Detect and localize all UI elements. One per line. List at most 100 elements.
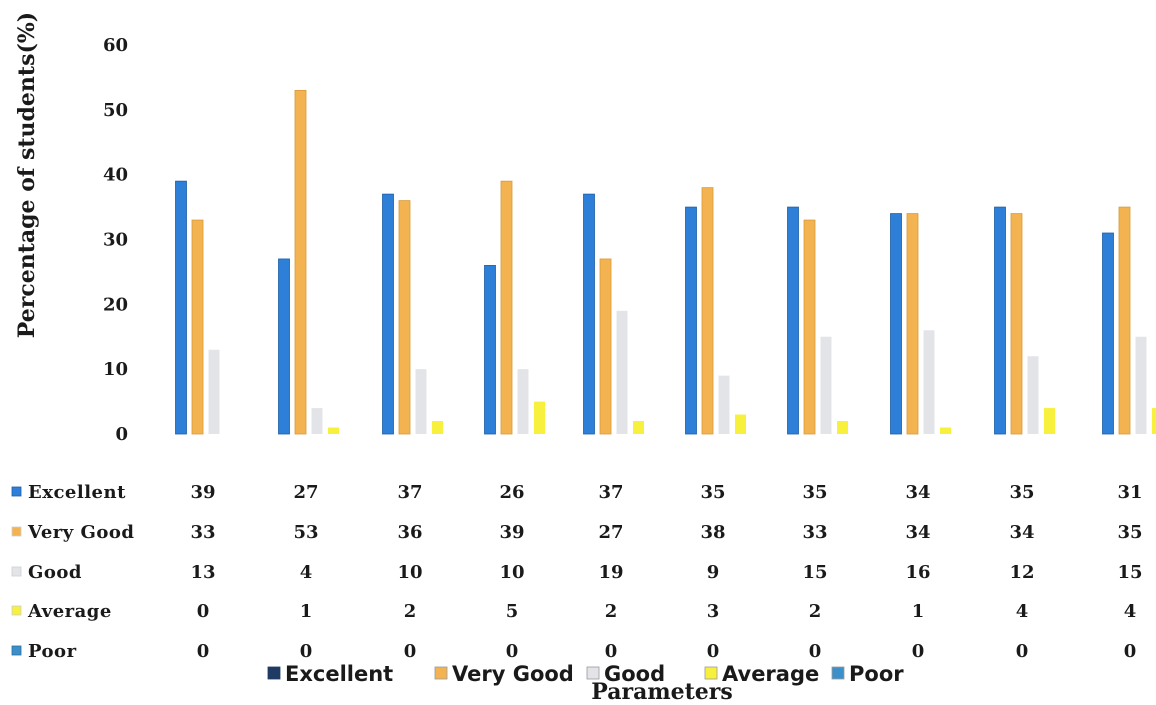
table-cell: 9 bbox=[707, 562, 720, 583]
table-cell: 13 bbox=[190, 562, 215, 583]
table-cell: 2 bbox=[404, 601, 417, 622]
bar-excellent bbox=[175, 180, 187, 435]
bar-excellent bbox=[484, 265, 496, 435]
table-cell: 4 bbox=[1124, 601, 1137, 622]
table-cell: 34 bbox=[905, 482, 930, 503]
bar-good bbox=[1135, 336, 1147, 434]
bar-average bbox=[940, 427, 951, 434]
table-cell: 3 bbox=[707, 601, 720, 622]
table-cell: 34 bbox=[1009, 522, 1034, 543]
bar-good bbox=[517, 369, 529, 434]
bar-good bbox=[208, 349, 220, 434]
y-tick-label: 30 bbox=[103, 230, 128, 251]
table-cell: 35 bbox=[1117, 522, 1142, 543]
bar-very-good bbox=[906, 213, 919, 435]
bar-excellent bbox=[583, 193, 595, 435]
bar-excellent bbox=[1102, 232, 1114, 435]
bar-very-good bbox=[701, 187, 714, 435]
bar-average bbox=[837, 421, 848, 434]
y-axis-ticks: 0 10 20 30 40 50 60 bbox=[103, 35, 128, 445]
table-cell: 37 bbox=[598, 482, 623, 503]
table-cell: 33 bbox=[190, 522, 215, 543]
bar-average bbox=[1044, 408, 1055, 434]
bar-average bbox=[735, 414, 746, 434]
table-cell: 31 bbox=[1117, 482, 1142, 503]
legend-key-good bbox=[586, 666, 600, 680]
y-tick-label: 60 bbox=[103, 35, 128, 56]
y-tick-label: 0 bbox=[115, 424, 128, 445]
table-cell: 0 bbox=[605, 641, 618, 662]
bar-good bbox=[415, 369, 427, 434]
table-legend-key bbox=[11, 566, 22, 577]
table-cell: 0 bbox=[300, 641, 313, 662]
bar-excellent bbox=[890, 213, 902, 435]
table-cell: 12 bbox=[1009, 562, 1034, 583]
legend-key-poor bbox=[831, 666, 845, 680]
table-cell: 33 bbox=[802, 522, 827, 543]
bar-average bbox=[328, 427, 339, 434]
table-cell: 2 bbox=[605, 601, 618, 622]
table-cell: 10 bbox=[499, 562, 524, 583]
table-cell: 34 bbox=[905, 522, 930, 543]
table-cell: 0 bbox=[404, 641, 417, 662]
table-cell: 0 bbox=[1124, 641, 1137, 662]
table-row-label: Good bbox=[28, 562, 82, 583]
table-row-label: Very Good bbox=[27, 522, 134, 543]
legend-label-good: Good bbox=[604, 662, 665, 686]
bar-excellent bbox=[994, 206, 1006, 435]
table-cell: 39 bbox=[499, 522, 524, 543]
bar-average bbox=[1152, 408, 1156, 434]
table-cell: 27 bbox=[598, 522, 623, 543]
bar-excellent bbox=[278, 258, 290, 435]
bar-very-good bbox=[1118, 206, 1131, 435]
table-cell: 4 bbox=[300, 562, 313, 583]
bar-very-good bbox=[191, 219, 204, 435]
bar-very-good bbox=[398, 200, 411, 435]
table-cell: 39 bbox=[190, 482, 215, 503]
bar-excellent bbox=[382, 193, 394, 435]
legend-label-excellent: Excellent bbox=[285, 662, 393, 686]
table-cell: 15 bbox=[1117, 562, 1142, 583]
bar-very-good bbox=[294, 89, 307, 435]
table-cell: 0 bbox=[197, 641, 210, 662]
legend-key-average bbox=[704, 666, 718, 680]
y-tick-label: 50 bbox=[103, 100, 128, 121]
legend-label-very-good: Very Good bbox=[452, 662, 574, 686]
y-tick-label: 40 bbox=[103, 165, 128, 186]
bar-very-good bbox=[803, 219, 816, 435]
table-cell: 36 bbox=[397, 522, 422, 543]
bar-excellent bbox=[787, 206, 799, 435]
legend-key-excellent bbox=[267, 666, 281, 680]
legend-key-very-good bbox=[434, 666, 448, 680]
table-cell: 10 bbox=[397, 562, 422, 583]
bar-good bbox=[718, 375, 730, 434]
table-cell: 0 bbox=[912, 641, 925, 662]
table-cell: 53 bbox=[293, 522, 318, 543]
table-cell: 0 bbox=[707, 641, 720, 662]
table-cell: 16 bbox=[905, 562, 930, 583]
bar-very-good bbox=[1010, 213, 1023, 435]
table-legend-key bbox=[11, 645, 22, 656]
table-cell: 1 bbox=[300, 601, 313, 622]
bar-good bbox=[616, 310, 628, 434]
bar-good bbox=[1027, 356, 1039, 434]
table-legend-key bbox=[11, 605, 22, 616]
table-cell: 35 bbox=[802, 482, 827, 503]
bar-average bbox=[432, 421, 443, 434]
table-cell: 0 bbox=[197, 601, 210, 622]
bar-good bbox=[311, 408, 323, 434]
legend-label-average: Average bbox=[722, 662, 819, 686]
table-legend-key bbox=[11, 486, 22, 497]
table-cell: 27 bbox=[293, 482, 318, 503]
table-row-label: Poor bbox=[28, 641, 77, 662]
table-cell: 0 bbox=[809, 641, 822, 662]
bar-very-good bbox=[599, 258, 612, 435]
bar-average bbox=[633, 421, 644, 434]
table-row-label: Excellent bbox=[28, 482, 126, 503]
x-axis-label: Parameters bbox=[591, 679, 732, 705]
table-cell: 35 bbox=[700, 482, 725, 503]
table-cell: 37 bbox=[397, 482, 422, 503]
table-row-label: Average bbox=[27, 601, 112, 622]
